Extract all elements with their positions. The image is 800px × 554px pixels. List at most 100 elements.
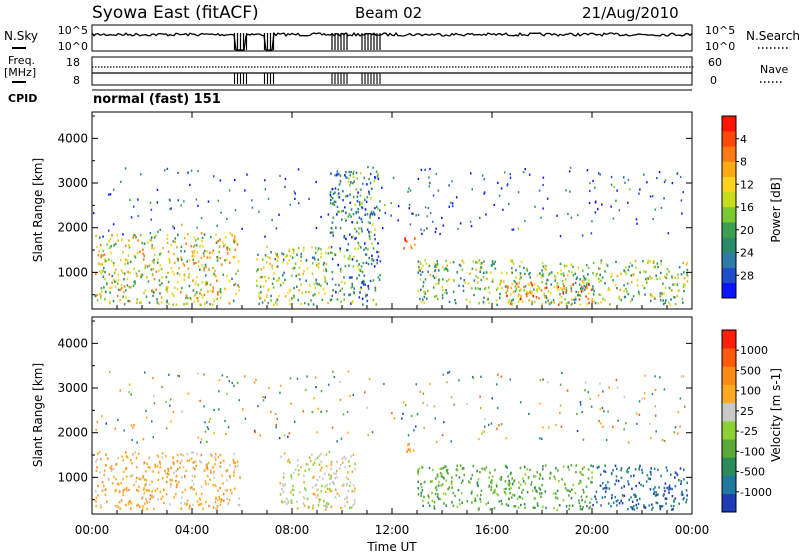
velocity-cell: [652, 506, 654, 509]
power-cell: [672, 283, 674, 286]
velocity-cell: [393, 417, 396, 420]
velocity-cell: [674, 426, 677, 429]
velocity-cell: [579, 505, 582, 508]
power-cell: [506, 184, 509, 187]
velocity-cell: [145, 500, 148, 503]
power-cell: [297, 273, 299, 277]
power-cell: [554, 279, 556, 282]
power-cell: [357, 241, 360, 245]
power-cell: [540, 216, 542, 219]
velocity-cell: [495, 483, 498, 486]
velocity-cell: [536, 502, 539, 505]
velocity-cell: [330, 467, 332, 470]
velocity-cell: [137, 489, 140, 493]
velocity-cell: [594, 495, 596, 498]
power-cell: [422, 284, 425, 288]
power-cell: [607, 287, 610, 290]
velocity-cell: [325, 464, 328, 468]
power-cell: [196, 296, 199, 300]
power-cell: [408, 203, 411, 206]
velocity-cell: [100, 458, 102, 461]
power-cell: [341, 280, 343, 284]
power-cell: [269, 256, 271, 260]
power-cell: [206, 256, 209, 259]
velocity-cell: [581, 499, 583, 502]
velocity-cell: [557, 469, 559, 472]
velocity-cell: [371, 431, 374, 434]
power-cell: [426, 215, 428, 218]
velocity-cell: [608, 386, 610, 389]
velocity-cell: [316, 479, 319, 482]
velocity-cell: [589, 501, 591, 504]
velocity-cell: [191, 451, 193, 454]
power-cell: [115, 280, 117, 283]
power-cell: [344, 174, 346, 177]
velocity-cell: [668, 484, 671, 487]
power-cell: [627, 201, 629, 204]
velocity-cell: [329, 482, 331, 486]
velocity-cell: [627, 441, 630, 444]
velocity-cell: [170, 466, 172, 470]
power-cell: [610, 275, 613, 278]
power-cell: [502, 208, 504, 211]
velocity-cell: [437, 484, 440, 487]
power-cell: [323, 269, 325, 272]
velocity-cell: [487, 501, 489, 504]
power-cell: [514, 290, 517, 293]
velocity-cell: [209, 418, 211, 421]
power-cell: [365, 295, 367, 298]
velocity-cell: [443, 502, 445, 505]
power-cell: [414, 237, 416, 240]
power-cell: [164, 169, 166, 172]
power-cell: [211, 303, 214, 306]
power-cell: [200, 232, 203, 235]
velocity-cell: [507, 475, 509, 478]
power-cell: [428, 264, 431, 268]
power-cell: [281, 252, 283, 255]
power-cell: [100, 271, 102, 275]
power-cell: [339, 247, 341, 250]
velocity-cell: [185, 503, 188, 506]
power-cell: [366, 299, 369, 303]
velocity-cell: [128, 488, 130, 492]
velocity-cell: [332, 370, 334, 373]
power-cell: [587, 273, 589, 276]
power-cell: [173, 261, 176, 264]
power-cell: [646, 181, 648, 184]
power-cell: [598, 293, 600, 296]
velocity-cell: [296, 377, 299, 380]
power-cell: [133, 280, 135, 283]
velocity-cell: [221, 474, 223, 477]
velocity-cell: [446, 468, 449, 472]
power-cell: [600, 261, 602, 265]
power-cell: [458, 284, 460, 287]
power-cell: [192, 279, 194, 282]
power-cell: [422, 264, 424, 267]
power-cell: [424, 290, 426, 294]
velocity-cell: [541, 437, 543, 440]
colorbar-swatch: [722, 439, 736, 458]
velocity-cell: [441, 433, 444, 437]
velocity-cell: [130, 507, 132, 510]
velocity-cell: [456, 505, 459, 508]
power-cell: [517, 285, 520, 288]
velocity-cell: [566, 489, 569, 492]
velocity-cell: [676, 473, 679, 477]
power-cell: [102, 275, 105, 278]
power-cell: [599, 273, 601, 276]
power-cell: [368, 256, 370, 260]
power-cell: [350, 181, 352, 184]
power-cell: [442, 224, 445, 227]
velocity-cell: [440, 484, 442, 487]
velocity-cell: [539, 488, 542, 491]
velocity-cell: [638, 413, 641, 416]
velocity-cell: [123, 488, 126, 491]
velocity-cell: [204, 430, 207, 433]
velocity-cell: [276, 417, 278, 420]
velocity-cell: [625, 422, 627, 425]
velocity-cell: [311, 486, 314, 489]
velocity-cell: [508, 484, 510, 487]
velocity-cell: [175, 485, 178, 489]
power-cell: [366, 196, 369, 199]
velocity-cell: [96, 466, 98, 469]
